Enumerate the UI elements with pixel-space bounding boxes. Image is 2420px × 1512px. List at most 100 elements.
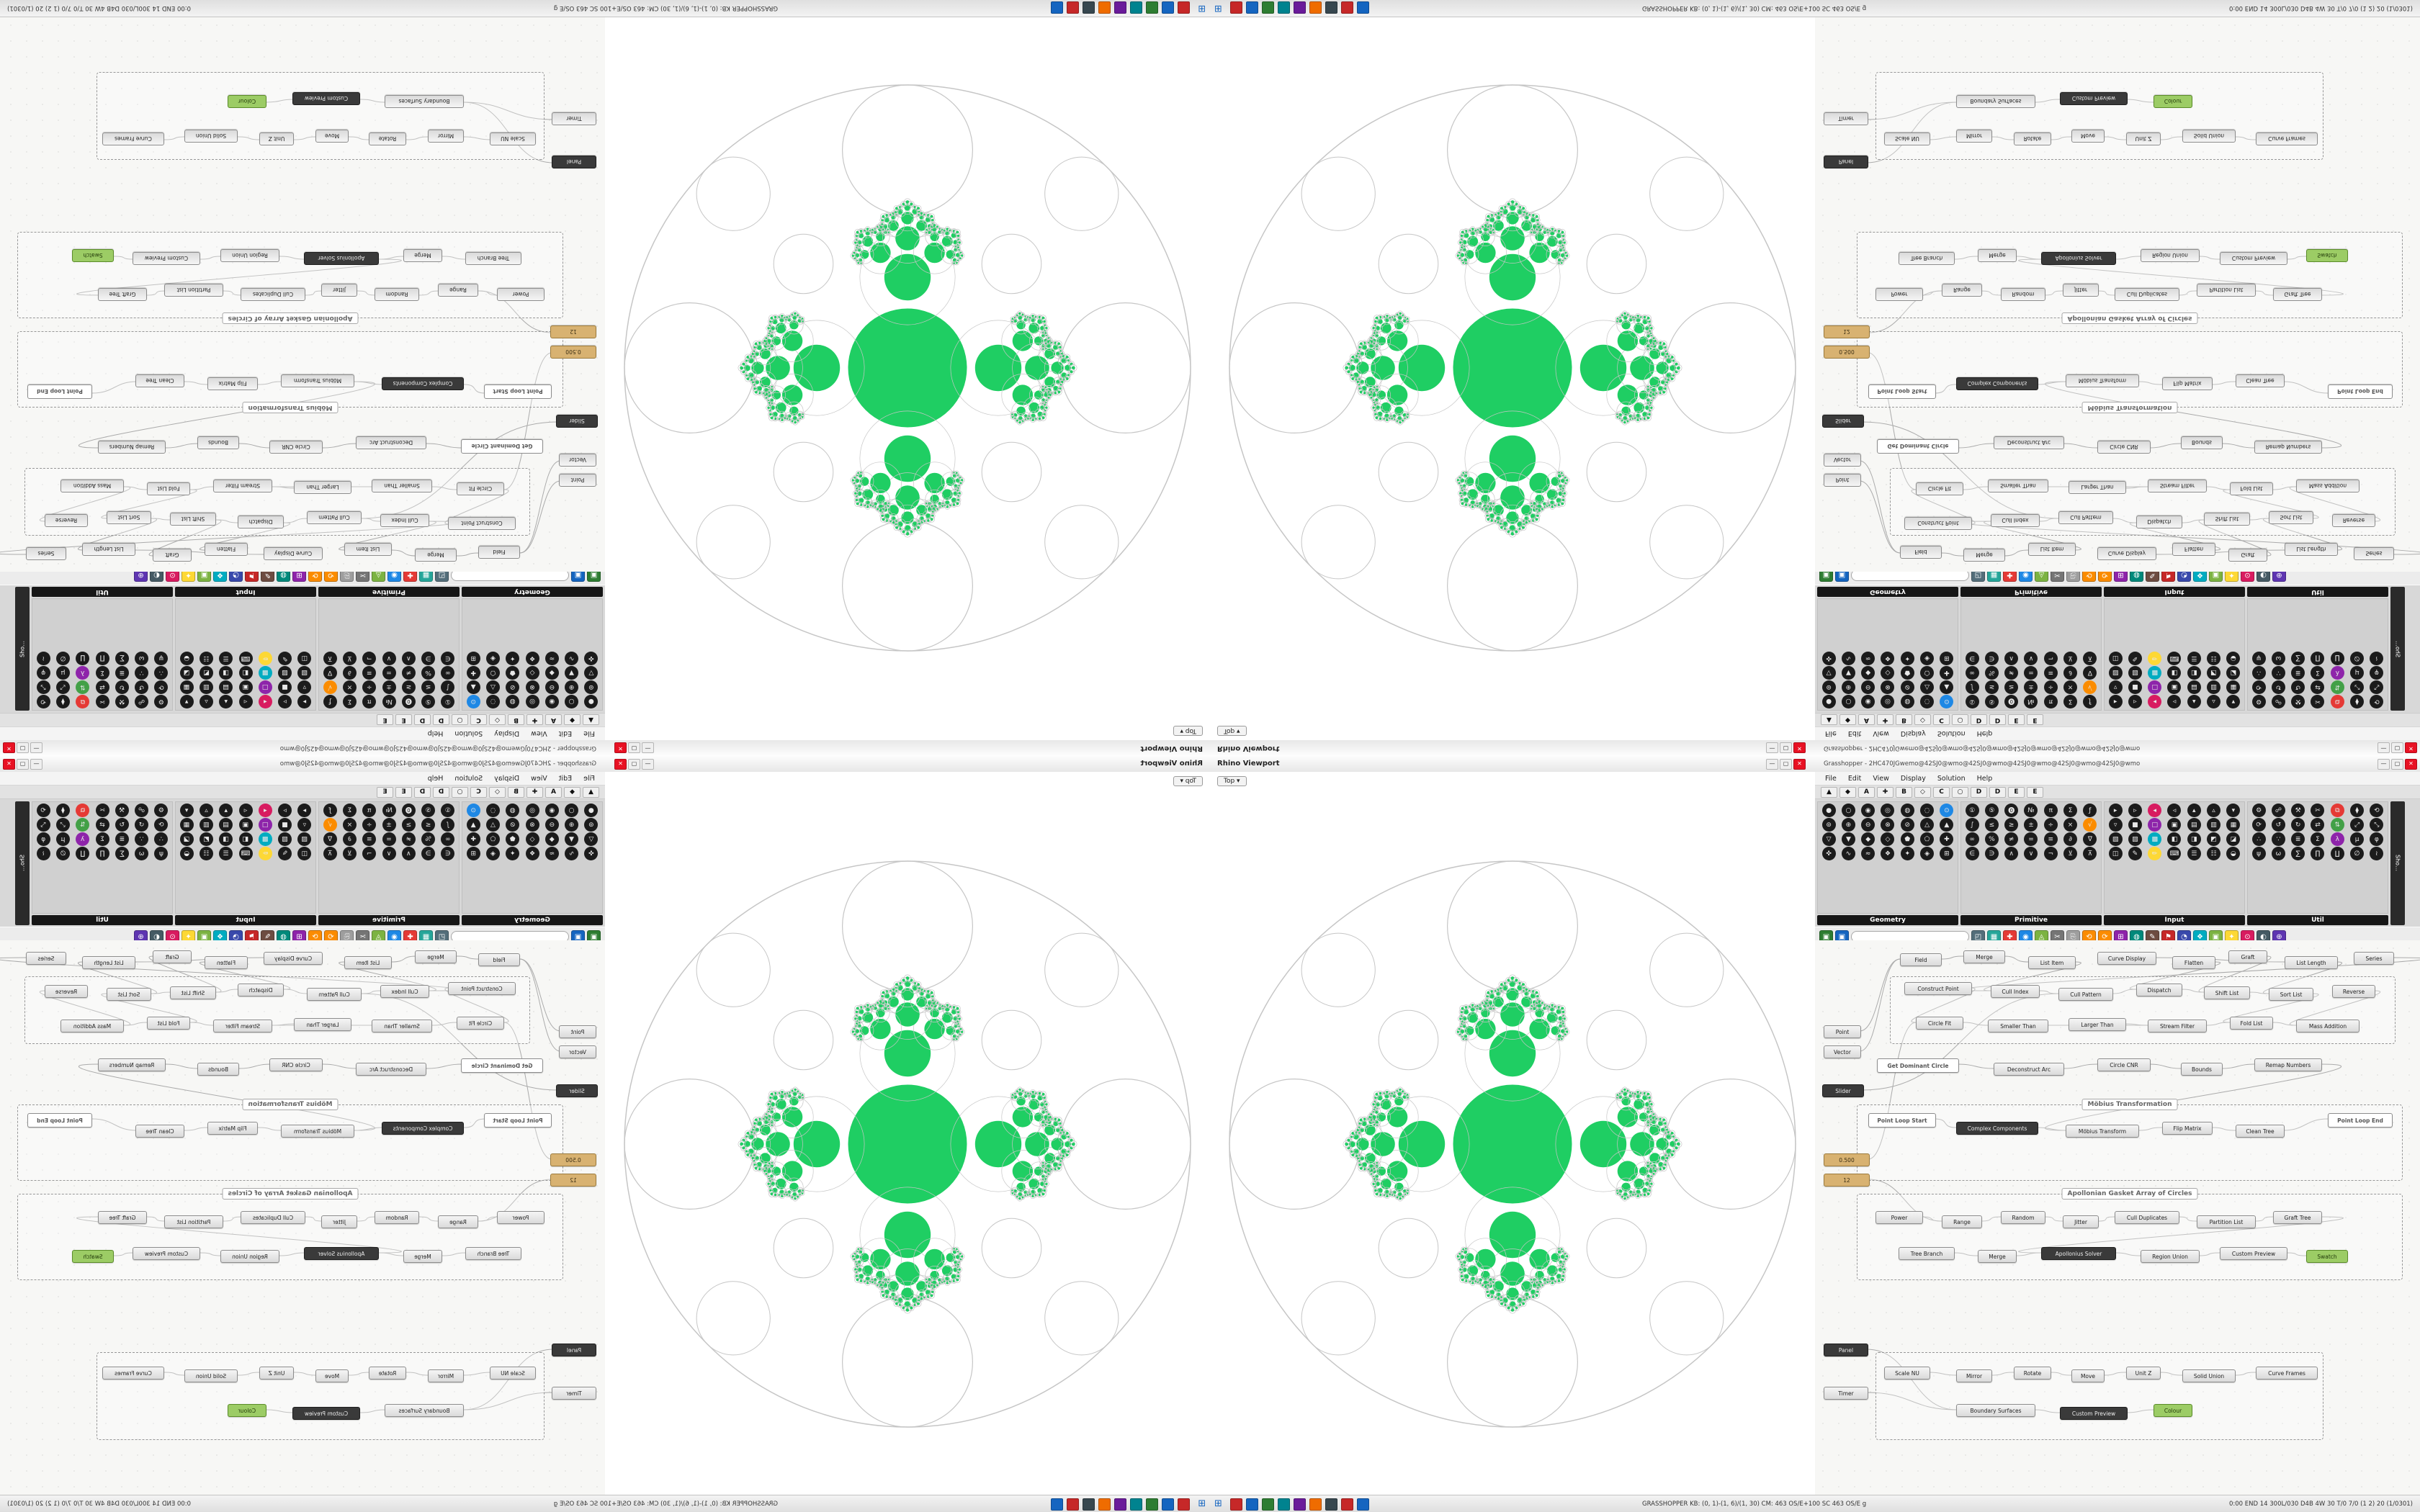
gh-tab[interactable]: ▲ <box>583 714 599 726</box>
component-icon[interactable]: ▵ <box>199 695 213 708</box>
component-icon[interactable]: △ <box>1920 818 1935 832</box>
component-icon[interactable]: π <box>362 804 377 817</box>
component-icon[interactable]: ◒ <box>2226 652 2241 665</box>
component-icon[interactable]: ☷ <box>2207 652 2221 665</box>
menu-item-display[interactable]: Display <box>494 729 520 738</box>
component-icon[interactable]: % <box>1984 666 1999 680</box>
component-icon[interactable]: ● <box>1821 695 1836 708</box>
component-icon[interactable]: ◆ <box>544 832 559 846</box>
component-icon[interactable]: ■ <box>278 818 292 832</box>
component-icon[interactable]: μ <box>55 832 70 846</box>
component-icon[interactable]: △ <box>485 818 500 832</box>
component-icon[interactable]: ⤢ <box>2350 680 2365 694</box>
component-icon[interactable]: ⇅ <box>76 818 90 832</box>
component-icon[interactable]: = <box>2024 666 2038 680</box>
component-icon[interactable]: ⊚ <box>584 818 599 832</box>
component-icon[interactable]: ▣ <box>2167 680 2182 694</box>
gh-node[interactable]: Field <box>478 546 520 559</box>
gh-node[interactable]: Merge <box>403 249 442 262</box>
gh-node[interactable]: Unit Z <box>2126 132 2161 145</box>
menu-item-solution[interactable]: Solution <box>454 729 483 738</box>
gh-node[interactable]: Clean Tree <box>2236 374 2285 387</box>
component-icon[interactable]: ↻ <box>2291 680 2305 694</box>
component-icon[interactable]: ☷ <box>199 652 213 665</box>
component-icon[interactable]: λ <box>76 666 90 680</box>
component-icon[interactable]: ∿ <box>1841 652 1855 665</box>
gh-node[interactable]: Clean Tree <box>135 374 184 387</box>
component-icon[interactable]: ⚒ <box>115 695 129 708</box>
gh-node[interactable]: Möbius Transform <box>281 374 354 387</box>
gh-node[interactable]: Point Loop Start <box>1868 384 1936 399</box>
node-canvas[interactable]: Möbius Transformation Apollonian Gasket A… <box>1815 17 2420 572</box>
component-icon[interactable]: ⌨ <box>238 652 253 665</box>
taskbar-app-icon[interactable] <box>1098 1498 1111 1511</box>
component-icon[interactable]: ◫ <box>2108 652 2123 665</box>
component-icon[interactable]: ◎ <box>525 695 539 708</box>
gh-node[interactable]: Circle Fit <box>457 482 504 495</box>
gh-node[interactable]: 0.500 <box>1824 346 1870 359</box>
gh-node[interactable]: Smaller Than <box>372 480 432 492</box>
gh-node[interactable]: Custom Preview <box>2060 92 2128 105</box>
gh-node[interactable]: Vector <box>1824 454 1861 467</box>
gh-node[interactable]: Scale NU <box>490 132 536 145</box>
component-icon[interactable]: √ <box>323 680 337 694</box>
gh-node[interactable]: Swatch <box>72 249 114 262</box>
component-icon[interactable]: × <box>2063 818 2078 832</box>
gh-node[interactable]: Shift List <box>2204 513 2250 526</box>
gh-node[interactable]: Bounds <box>2181 436 2223 449</box>
component-icon[interactable]: ① <box>441 804 455 817</box>
component-icon[interactable]: ◇ <box>1881 832 1895 846</box>
close-button[interactable]: ✕ <box>1793 742 1806 753</box>
gh-node[interactable]: Dispatch <box>238 516 284 528</box>
component-icon[interactable]: ◆ <box>1861 666 1876 680</box>
component-icon[interactable]: ▿ <box>2108 680 2123 694</box>
rhino-viewport[interactable]: Top ▾ <box>1210 17 1816 740</box>
component-icon[interactable]: ≥ <box>401 680 416 694</box>
component-icon[interactable]: ∧ <box>401 847 416 860</box>
gh-node[interactable]: Bounds <box>197 1063 239 1076</box>
component-icon[interactable]: ⊗ <box>525 818 539 832</box>
component-icon[interactable]: ☷ <box>199 847 213 860</box>
component-icon[interactable]: ▼ <box>565 832 579 846</box>
component-icon[interactable]: ▼ <box>1841 666 1855 680</box>
component-icon[interactable]: ◉ <box>544 695 559 708</box>
gh-node[interactable]: Reverse <box>45 514 88 527</box>
component-icon[interactable]: ⊘ <box>1900 680 1914 694</box>
component-icon[interactable]: ∂ <box>342 666 357 680</box>
component-icon[interactable]: ☰ <box>2187 652 2201 665</box>
component-icon[interactable]: ∇ <box>2083 666 2097 680</box>
component-icon[interactable]: ≡ <box>2043 666 2058 680</box>
component-icon[interactable]: ◈ <box>1920 847 1935 860</box>
component-icon[interactable]: ① <box>1965 695 1979 708</box>
component-icon[interactable]: ⇄ <box>2311 680 2325 694</box>
component-icon[interactable]: ✏ <box>258 847 272 860</box>
component-icon[interactable]: ⟲ <box>2370 695 2384 708</box>
component-icon[interactable]: ◍ <box>1900 804 1914 817</box>
component-icon[interactable]: ∏ <box>95 652 109 665</box>
component-icon[interactable]: ✚ <box>466 666 480 680</box>
gh-node[interactable]: Series <box>26 952 66 965</box>
gh-node[interactable]: Range <box>438 1215 478 1228</box>
gh-node[interactable]: Mirror <box>1956 130 1992 143</box>
component-icon[interactable]: ∿ <box>565 652 579 665</box>
component-icon[interactable]: △ <box>485 680 500 694</box>
component-icon[interactable]: ≣ <box>115 666 129 680</box>
taskbar-app-icon[interactable] <box>1325 1 1337 14</box>
menu-item-edit[interactable]: Edit <box>558 729 573 738</box>
component-icon[interactable]: ⊞ <box>466 847 480 860</box>
gh-node[interactable]: Solid Union <box>184 130 238 143</box>
component-icon[interactable]: ☍ <box>2271 695 2285 708</box>
gh-node[interactable]: Dispatch <box>2136 516 2182 528</box>
gh-node[interactable]: Boundary Surfaces <box>385 95 464 108</box>
gh-node[interactable]: Fold List <box>147 1017 190 1030</box>
component-icon[interactable]: ⊖ <box>1861 680 1876 694</box>
component-icon[interactable]: ∴ <box>154 666 169 680</box>
gh-node[interactable]: Larger Than <box>294 1018 351 1031</box>
gh-node[interactable]: Solid Union <box>2182 130 2236 143</box>
taskbar-app-icon[interactable] <box>1309 1 1322 14</box>
component-icon[interactable]: ① <box>441 695 455 708</box>
gh-node[interactable]: Curve Frames <box>2256 132 2318 145</box>
gh-node[interactable]: Custom Preview <box>133 252 200 265</box>
component-icon[interactable]: ⚙ <box>154 804 169 817</box>
component-icon[interactable]: π <box>2043 695 2058 708</box>
